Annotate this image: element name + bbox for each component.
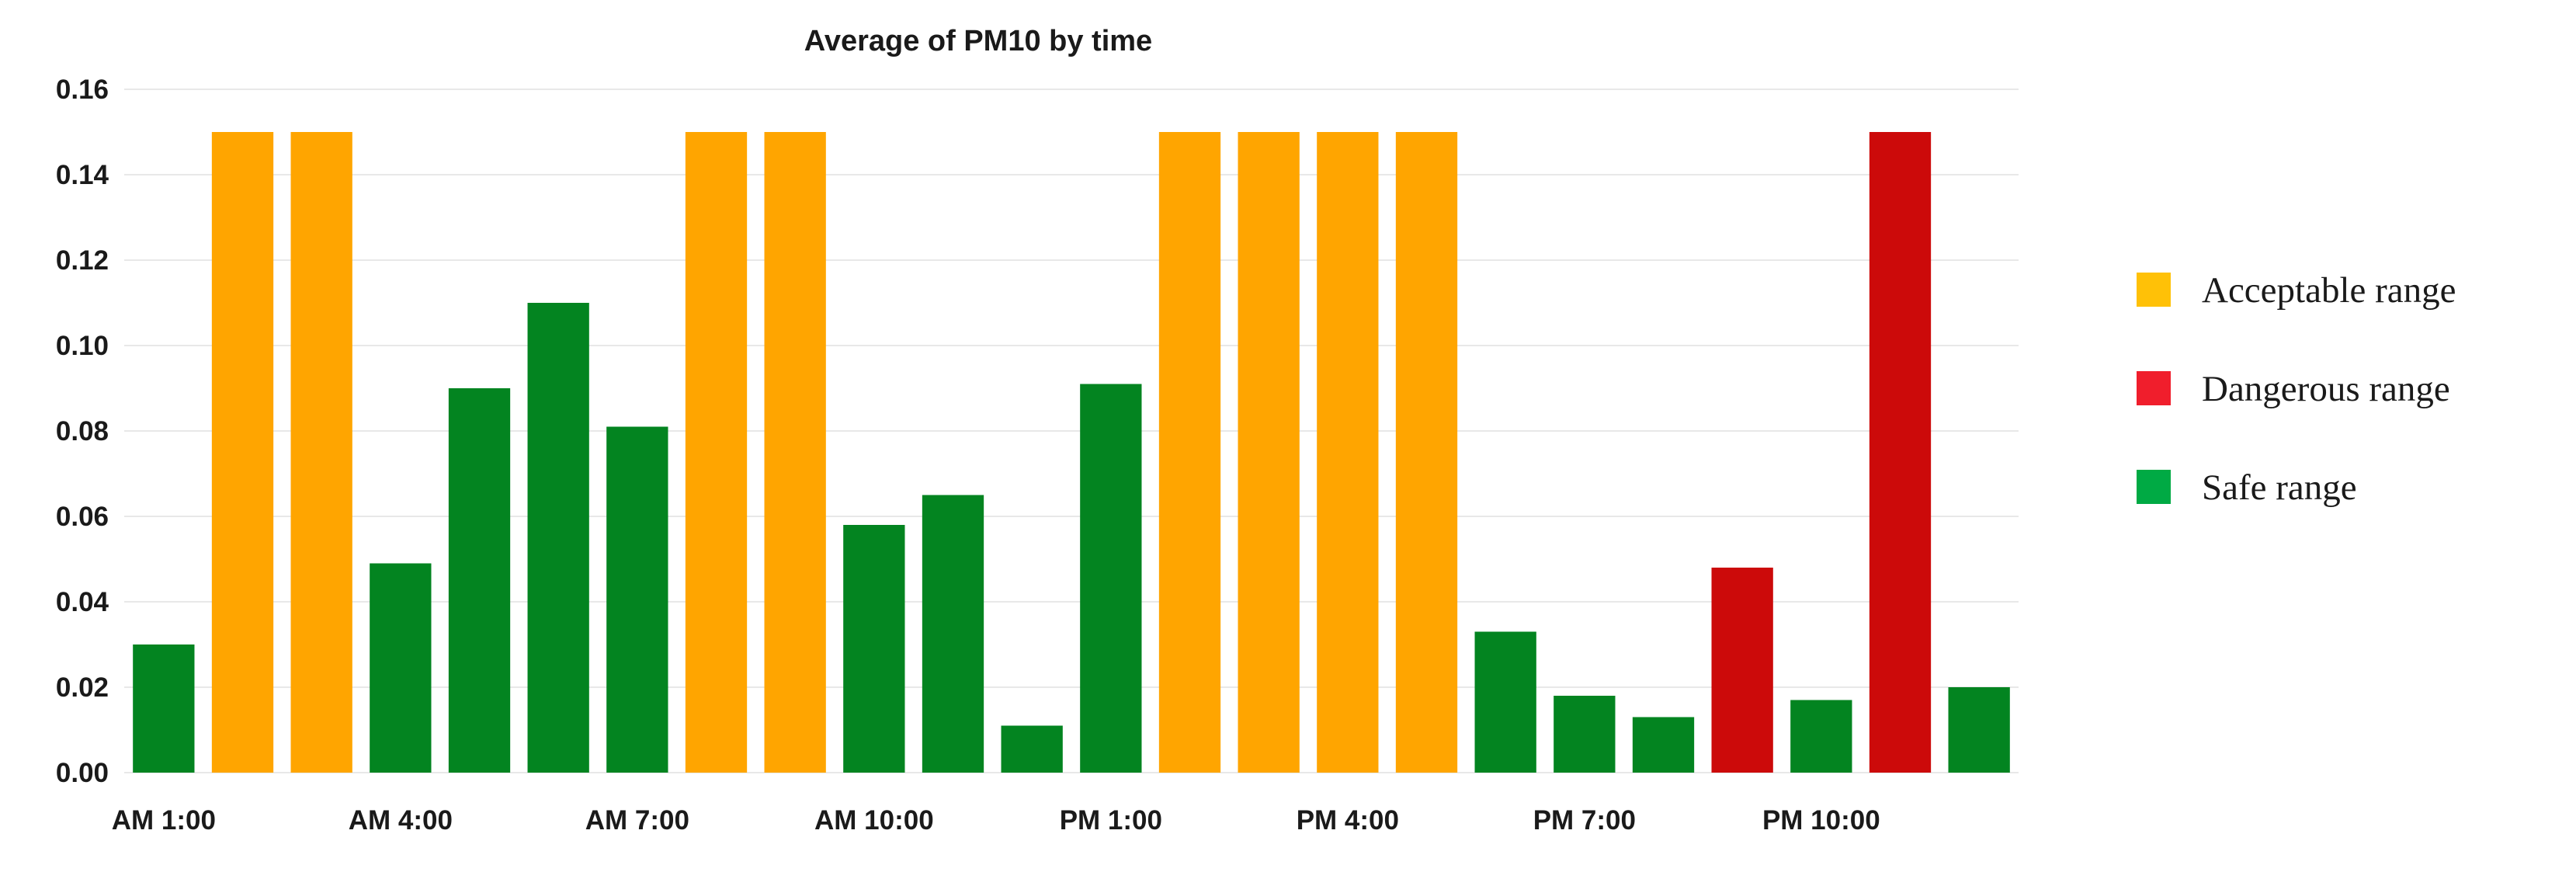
y-tick-label: 0.00 (56, 758, 109, 788)
legend-swatch-dangerous (2137, 371, 2171, 405)
x-tick-label: AM 4:00 (349, 805, 453, 836)
x-tick-label: PM 10:00 (1762, 805, 1880, 836)
y-tick-label: 0.08 (56, 416, 109, 446)
bar (290, 132, 352, 773)
y-tick-label: 0.12 (56, 245, 109, 276)
bar (1632, 717, 1695, 773)
bar (1238, 132, 1300, 773)
y-tick-label: 0.04 (56, 587, 109, 617)
x-tick-label: AM 1:00 (112, 805, 216, 836)
bar (1080, 384, 1142, 773)
y-axis-ticks: 0.00 0.02 0.04 0.06 0.08 0.10 0.12 0.14 0.16 (56, 75, 109, 788)
x-tick-label: PM 1:00 (1060, 805, 1162, 836)
bar (685, 132, 748, 773)
bar (211, 132, 274, 773)
x-tick-label: PM 7:00 (1533, 805, 1636, 836)
x-tick-label: PM 4:00 (1297, 805, 1399, 836)
x-tick-label: AM 10:00 (814, 805, 934, 836)
x-axis-ticks: AM 1:00 AM 4:00 AM 7:00 AM 10:00 PM 1:00 PM 4… (112, 805, 1880, 836)
bar (1395, 132, 1458, 773)
bar (1790, 700, 1852, 773)
bar (843, 525, 905, 773)
bar (448, 388, 511, 773)
legend: Acceptable range Dangerous range Safe rang… (2137, 270, 2456, 508)
y-tick-label: 0.14 (56, 160, 109, 190)
bar (133, 644, 195, 773)
y-tick-label: 0.16 (56, 75, 109, 105)
y-tick-label: 0.06 (56, 502, 109, 532)
legend-label-acceptable: Acceptable range (2202, 270, 2456, 311)
bars (133, 132, 2010, 773)
bar (1554, 696, 1616, 773)
x-tick-label: AM 7:00 (585, 805, 689, 836)
bar (1158, 132, 1221, 773)
bar (1869, 132, 1932, 773)
chart-title: Average of PM10 by time (804, 25, 1152, 57)
y-tick-label: 0.02 (56, 672, 109, 703)
legend-swatch-safe (2137, 470, 2171, 504)
gridlines (124, 89, 2019, 773)
bar (606, 426, 668, 773)
bar (764, 132, 826, 773)
bar (1711, 568, 1773, 773)
bar (1317, 132, 1379, 773)
bar (1001, 725, 1063, 773)
bar (370, 563, 432, 773)
bar (1948, 687, 2010, 773)
legend-label-safe: Safe range (2202, 467, 2357, 508)
legend-label-dangerous: Dangerous range (2202, 369, 2450, 409)
bar (527, 303, 589, 773)
bar (922, 495, 984, 773)
legend-swatch-acceptable (2137, 273, 2171, 307)
y-tick-label: 0.10 (56, 331, 109, 361)
bar (1474, 631, 1536, 773)
